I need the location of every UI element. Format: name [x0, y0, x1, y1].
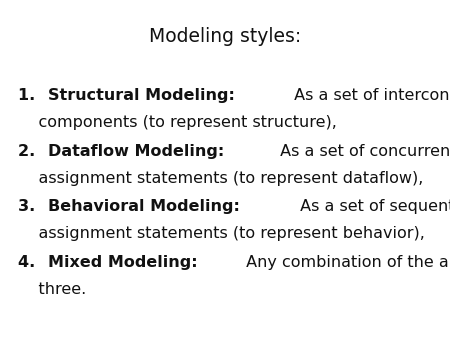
Text: Structural Modeling:: Structural Modeling: [48, 88, 234, 103]
Text: Modeling styles:: Modeling styles: [149, 27, 301, 46]
Text: Any combination of the above: Any combination of the above [241, 255, 450, 270]
Text: As a set of concurrent: As a set of concurrent [275, 144, 450, 159]
Text: As a set of sequential: As a set of sequential [295, 199, 450, 214]
Text: Behavioral Modeling:: Behavioral Modeling: [48, 199, 239, 214]
Text: assignment statements (to represent behavior),: assignment statements (to represent beha… [18, 226, 425, 241]
Text: 2.: 2. [18, 144, 41, 159]
Text: 1.: 1. [18, 88, 41, 103]
Text: 4.: 4. [18, 255, 41, 270]
Text: 3.: 3. [18, 199, 41, 214]
Text: assignment statements (to represent dataflow),: assignment statements (to represent data… [18, 171, 423, 186]
Text: Dataflow Modeling:: Dataflow Modeling: [48, 144, 224, 159]
Text: components (to represent structure),: components (to represent structure), [18, 115, 337, 130]
Text: As a set of interconnected: As a set of interconnected [288, 88, 450, 103]
Text: three.: three. [18, 282, 86, 297]
Text: Mixed Modeling:: Mixed Modeling: [48, 255, 197, 270]
